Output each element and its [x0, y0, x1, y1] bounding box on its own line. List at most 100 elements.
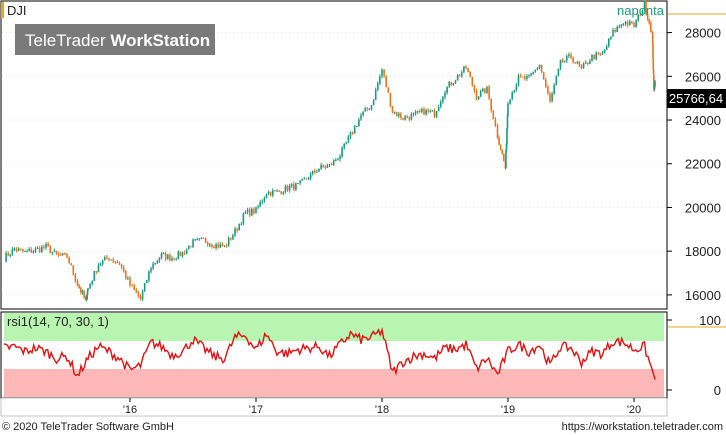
candle-body: [521, 76, 524, 78]
candle-body: [192, 239, 194, 248]
candle-body: [104, 257, 106, 261]
candle-body: [280, 191, 282, 194]
candle-body: [494, 118, 497, 126]
candle-body: [158, 258, 161, 262]
candle-body: [448, 81, 450, 87]
candle-body: [400, 113, 402, 118]
candle-body: [301, 178, 303, 181]
candle-body: [570, 54, 572, 58]
candle-body: [95, 271, 98, 273]
candle-body: [377, 83, 379, 90]
candle-body: [387, 87, 390, 93]
candle-body: [454, 80, 457, 84]
candle-body: [152, 263, 154, 269]
candle-body: [651, 33, 654, 43]
candle-body: [261, 201, 264, 203]
time-tick-label: '16: [123, 404, 137, 416]
candle-body: [217, 244, 219, 248]
candle-body: [652, 69, 655, 76]
price-tick-label: 18000: [685, 244, 721, 259]
candle-body: [221, 244, 224, 247]
logo-text: TeleTrader WorkStation: [25, 31, 210, 50]
candle-body: [9, 254, 12, 256]
candle-body: [282, 192, 285, 194]
candle-body: [505, 151, 507, 169]
candle-body: [320, 164, 322, 169]
candle-body: [626, 21, 629, 26]
candle-body: [299, 180, 301, 184]
candle-body: [267, 191, 270, 195]
candle-body: [549, 93, 551, 102]
candle-body: [624, 21, 627, 24]
candle-body: [639, 14, 642, 16]
candle-body: [74, 274, 77, 281]
candle-body: [66, 253, 68, 258]
candle-body: [545, 79, 547, 87]
candle-body: [78, 285, 80, 288]
candle-body: [593, 54, 595, 59]
time-tick-label: '20: [627, 404, 641, 416]
candle-body: [339, 156, 341, 160]
candle-body: [419, 111, 421, 113]
candle-body: [578, 61, 581, 66]
footer-url[interactable]: https://workstation.teletrader.com: [562, 421, 723, 433]
candle-body: [370, 105, 373, 110]
candle-body: [608, 38, 610, 47]
candle-body: [53, 250, 56, 252]
overbought-band: [4, 313, 664, 341]
candle-body: [364, 108, 366, 112]
candle-body: [225, 245, 228, 247]
candle-body: [362, 111, 364, 116]
candle-body: [70, 263, 72, 266]
candle-body: [645, 1, 647, 14]
candle-body: [528, 75, 530, 77]
candle-body: [368, 109, 371, 111]
candle-body: [566, 56, 568, 61]
candle-body: [383, 69, 385, 77]
candle-body: [511, 92, 513, 100]
candle-body: [416, 111, 419, 113]
candle-body: [236, 228, 238, 231]
candle-body: [496, 125, 499, 138]
candle-body: [421, 108, 423, 112]
candle-body: [584, 62, 587, 64]
candle-body: [482, 88, 484, 92]
candle-body: [524, 76, 526, 79]
candle-body: [156, 261, 159, 264]
candle-body: [356, 126, 358, 128]
symbol-label: DJI: [7, 3, 27, 18]
candle-body: [17, 248, 20, 251]
candle-body: [402, 117, 404, 120]
candle-body: [622, 23, 625, 25]
candle-body: [538, 64, 541, 69]
candle-body: [467, 68, 469, 73]
candle-body: [479, 91, 482, 97]
candle-body: [146, 280, 148, 284]
candle-body: [408, 117, 411, 120]
candle-body: [206, 242, 209, 246]
candle-body: [507, 103, 509, 116]
bottom-axis-strip: [0, 397, 668, 417]
candle-body: [118, 262, 121, 265]
candle-body: [540, 64, 543, 72]
candle-body: [223, 245, 226, 247]
candle-body: [188, 246, 190, 250]
candle-body: [410, 114, 413, 120]
candle-body: [295, 183, 297, 190]
candle-body: [444, 92, 446, 98]
candle-body: [143, 283, 146, 292]
candle-body: [106, 257, 108, 259]
candle-body: [395, 112, 398, 116]
candle-body: [213, 246, 215, 249]
candle-body: [532, 71, 534, 74]
candle-body: [64, 253, 66, 255]
candle-body: [473, 85, 476, 91]
candle-body: [150, 268, 152, 272]
candle-body: [286, 185, 289, 191]
candle-body: [557, 68, 560, 77]
candle-body: [259, 202, 261, 207]
candle-body: [610, 36, 612, 39]
candle-body: [175, 258, 177, 260]
copyright-text: © 2020 TeleTrader Software GmbH: [2, 421, 174, 433]
candle-body: [446, 86, 448, 93]
